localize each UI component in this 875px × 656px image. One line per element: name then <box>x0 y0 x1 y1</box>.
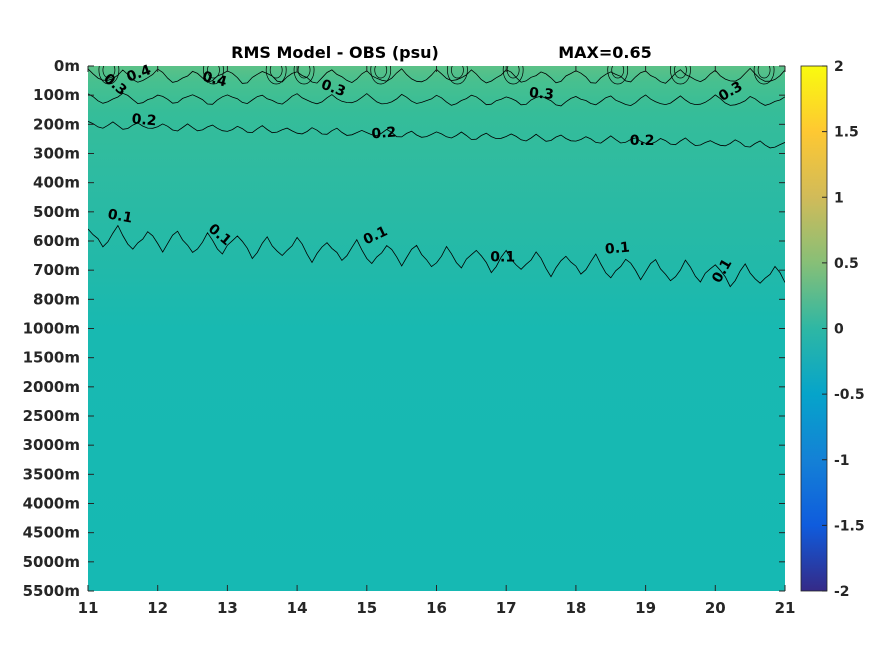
contour-cell-3 <box>293 66 315 85</box>
y-tick-label-13: 3000m <box>23 436 80 454</box>
contour-line-0.2 <box>88 121 785 149</box>
contour-label-12: 0.1 <box>490 249 515 265</box>
contour-cell-inner-2 <box>269 66 283 79</box>
y-tick-label-5: 500m <box>33 203 80 221</box>
x-axis-ticks: 11 12 13 14 15 16 17 18 19 20 21 <box>78 66 796 617</box>
y-tick-label-6: 600m <box>33 232 80 250</box>
y-tick-label-2: 200m <box>33 115 80 133</box>
contour-cell-inner-8 <box>674 66 687 79</box>
contour-label-2: 0.4 <box>200 69 228 91</box>
contour-cell-2 <box>265 66 287 85</box>
colorbar-ticks: 2 1.5 1 0.5 0 -0.5 -1 -1.5 -2 <box>822 59 865 600</box>
contour-cell-inner-9 <box>757 66 771 79</box>
colorbar-tick-label-4: 0 <box>834 322 844 338</box>
plot-area: 0.30.4 0.4 0.3 0.3 0.30.20.2 0.20.10.1 0.10.1 0… <box>88 62 785 591</box>
contour-cell-inner-5 <box>451 66 464 79</box>
y-tick-label-17: 5000m <box>23 553 80 571</box>
y-tick-label-8: 800m <box>33 290 80 308</box>
x-tick-label-8: 19 <box>635 599 656 617</box>
y-tick-label-18: 5500m <box>23 582 80 600</box>
y-tick-label-12: 2500m <box>23 407 80 425</box>
contour-cell-inner-7 <box>611 66 625 79</box>
contour-lines <box>88 66 785 288</box>
colorbar-tick-label-5: -0.5 <box>834 387 865 403</box>
y-tick-label-14: 3500m <box>23 465 80 483</box>
contour-cell-0 <box>98 66 120 85</box>
contour-label-13: 0.1 <box>604 240 630 258</box>
contour-cell-inner-3 <box>297 66 311 79</box>
x-tick-label-1: 12 <box>147 599 168 617</box>
colorbar-tick-label-2: 1 <box>834 190 844 206</box>
contour-label-9: 0.1 <box>106 207 133 227</box>
x-tick-label-10: 21 <box>775 599 796 617</box>
x-tick-label-7: 18 <box>565 599 586 617</box>
x-tick-label-5: 16 <box>426 599 447 617</box>
contour-cell-1 <box>203 66 224 85</box>
contour-line-0.3 <box>88 92 785 107</box>
x-tick-label-3: 14 <box>287 599 308 617</box>
chart-title: RMS Model - OBS (psu) <box>231 43 439 62</box>
x-tick-label-6: 17 <box>496 599 517 617</box>
contour-cell-5 <box>447 66 468 85</box>
contour-label-7: 0.2 <box>371 124 397 142</box>
y-tick-label-10: 1500m <box>23 349 80 367</box>
contour-cell-inner-0 <box>102 66 116 79</box>
y-tick-label-15: 4000m <box>23 495 80 513</box>
max-annotation: MAX=0.65 <box>558 43 652 62</box>
x-tick-label-2: 13 <box>217 599 238 617</box>
contour-cell-7 <box>607 66 629 85</box>
contour-label-6: 0.2 <box>131 111 157 129</box>
colorbar-tick-label-3: 0.5 <box>834 256 859 272</box>
plot-background <box>88 66 785 591</box>
contour-label-8: 0.2 <box>630 133 655 149</box>
contour-cell-9 <box>753 66 775 85</box>
colorbar-tick-label-8: -2 <box>834 584 850 600</box>
contour-line-0.1 <box>88 224 785 288</box>
y-tick-label-3: 300m <box>33 145 80 163</box>
y-tick-label-0: 0m <box>54 57 80 75</box>
y-tick-label-16: 4500m <box>23 524 80 542</box>
y-tick-label-11: 2000m <box>23 378 80 396</box>
colorbar: 2 1.5 1 0.5 0 -0.5 -1 -1.5 -2 <box>800 59 865 600</box>
y-tick-label-9: 1000m <box>23 320 80 338</box>
y-tick-label-7: 700m <box>33 261 80 279</box>
contour-labels: 0.30.4 0.4 0.3 0.3 0.30.20.2 0.20.10.1 0.10.1 0… <box>100 62 745 286</box>
x-tick-label-4: 15 <box>356 599 377 617</box>
contour-label-4: 0.3 <box>528 85 554 103</box>
contour-cell-inner-4 <box>374 66 388 79</box>
y-tick-label-4: 400m <box>33 174 80 192</box>
colorbar-tick-label-1: 1.5 <box>834 125 859 141</box>
colorbar-tick-label-7: -1.5 <box>834 518 865 534</box>
contour-cell-4 <box>370 66 392 85</box>
y-tick-label-1: 100m <box>33 86 80 104</box>
contour-cell-inner-1 <box>207 66 220 79</box>
colorbar-tick-label-6: -1 <box>834 453 850 469</box>
contour-cell-6 <box>502 66 524 85</box>
y-axis-ticks: 0m 100m 200m 300m 400m 500m 600m 700m 800m 1000m 1… <box>23 57 785 600</box>
contour-cell-inner-6 <box>506 66 520 79</box>
x-tick-label-9: 20 <box>705 599 726 617</box>
x-tick-label-0: 11 <box>78 599 99 617</box>
colorbar-tick-label-0: 2 <box>834 59 844 75</box>
contour-label-3: 0.3 <box>319 77 348 101</box>
contour-cell-8 <box>670 66 691 85</box>
